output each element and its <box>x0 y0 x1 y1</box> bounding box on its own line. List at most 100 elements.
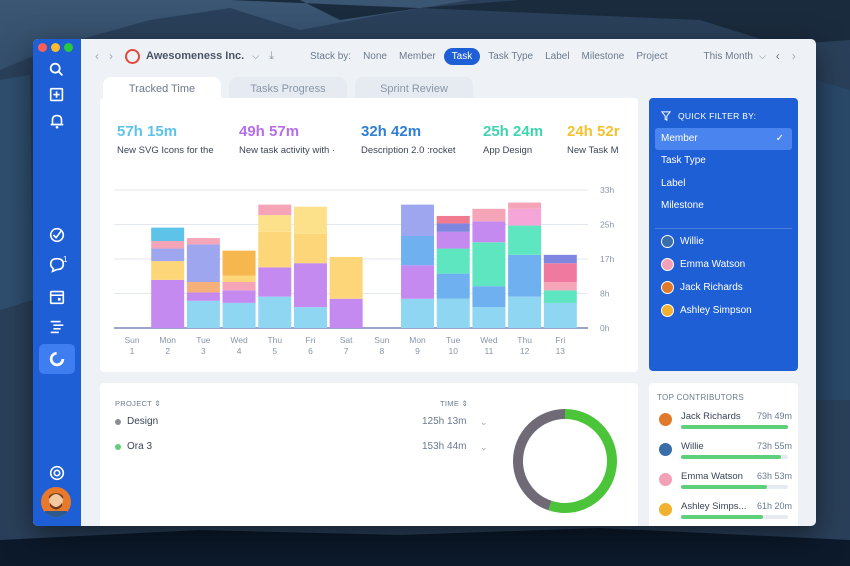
bar-segment[interactable] <box>222 282 256 291</box>
forward-arrow-icon[interactable]: › <box>109 49 113 63</box>
filter-option-label[interactable]: Label <box>661 178 686 189</box>
close-window-button[interactable] <box>38 43 47 52</box>
bar-segment[interactable] <box>293 307 327 328</box>
bar-segment[interactable] <box>472 307 506 328</box>
filter-option-member[interactable]: Member ✓ <box>655 128 792 150</box>
bar-segment[interactable] <box>222 302 256 328</box>
stack-option-task-type[interactable]: Task Type <box>488 50 534 62</box>
bar-segment[interactable] <box>222 290 256 303</box>
filter-member-item[interactable]: Ashley Simpson <box>661 304 752 317</box>
bar-segment[interactable] <box>436 273 470 299</box>
bar-segment[interactable] <box>329 298 363 328</box>
bar-segment[interactable] <box>543 282 577 291</box>
member-name: Emma Watson <box>680 259 746 270</box>
bar-segment[interactable] <box>401 204 435 236</box>
bar-segment[interactable] <box>222 250 256 276</box>
project-row[interactable]: Design <box>115 416 158 427</box>
prev-period-icon[interactable]: ‹ <box>775 49 780 63</box>
bar-segment[interactable] <box>186 282 220 293</box>
bar-segment[interactable] <box>293 233 327 264</box>
top-contributors-card: TOP CONTRIBUTORS Jack Richards 79h 49m Wil… <box>649 383 798 526</box>
bar-segment[interactable] <box>258 215 292 232</box>
calendar-icon[interactable] <box>46 286 68 308</box>
user-avatar[interactable] <box>41 487 71 517</box>
help-icon[interactable] <box>46 462 68 484</box>
bar-segment[interactable] <box>472 221 506 243</box>
stack-option-task[interactable]: Task <box>443 47 481 65</box>
bar-segment[interactable] <box>401 265 435 299</box>
filter-option-milestone[interactable]: Milestone <box>661 200 704 211</box>
bar-segment[interactable] <box>543 263 577 282</box>
reports-icon[interactable] <box>46 348 68 370</box>
bar-segment[interactable] <box>401 298 435 328</box>
stack-option-project[interactable]: Project <box>636 50 668 62</box>
workspace-switcher[interactable]: Awesomeness Inc. ⌵ <box>125 48 259 64</box>
bar-segment[interactable] <box>508 225 542 255</box>
bar-segment[interactable] <box>151 279 185 328</box>
bar-segment[interactable] <box>472 242 506 287</box>
contributor-avatar <box>657 411 674 428</box>
bar-segment[interactable] <box>186 300 220 328</box>
bar-segment[interactable] <box>186 244 220 282</box>
bar-segment[interactable] <box>151 227 185 242</box>
period-select[interactable]: This Month <box>703 50 753 62</box>
chat-icon[interactable] <box>46 254 68 276</box>
filter-member-item[interactable]: Emma Watson <box>661 258 745 271</box>
project-row[interactable]: Ora 3 <box>115 441 152 452</box>
bar-segment[interactable] <box>401 236 435 266</box>
bar-segment[interactable] <box>258 296 292 328</box>
next-period-icon[interactable]: › <box>791 49 796 63</box>
back-arrow-icon[interactable]: ‹ <box>95 49 99 63</box>
filter-option-task-type[interactable]: Task Type <box>661 155 706 166</box>
expand-chevron-icon[interactable]: ⌄ <box>480 442 488 452</box>
bar-segment[interactable] <box>436 215 470 224</box>
bar-segment[interactable] <box>293 206 327 234</box>
bar-segment[interactable] <box>436 223 470 232</box>
bar-segment[interactable] <box>151 248 185 262</box>
stack-option-member[interactable]: Member <box>398 50 436 62</box>
contributor-progress-fill <box>681 485 767 489</box>
bar-segment[interactable] <box>329 256 363 299</box>
list-icon[interactable] <box>46 316 68 338</box>
stack-option-milestone[interactable]: Milestone <box>581 50 625 62</box>
donut-slice[interactable] <box>513 409 617 513</box>
minimize-window-button[interactable] <box>51 43 60 52</box>
bar-segment[interactable] <box>472 286 506 308</box>
stack-option-label[interactable]: Label <box>545 50 570 62</box>
y-tick-label: 0h <box>600 323 610 333</box>
contributor-time: 73h 55m <box>756 441 792 451</box>
bar-segment[interactable] <box>543 290 577 303</box>
check-circle-icon[interactable] <box>46 224 68 246</box>
time-column-header[interactable]: TIME ⇕ <box>440 399 469 408</box>
bell-icon[interactable] <box>46 110 68 132</box>
project-column-header[interactable]: PROJECT ⇕ <box>115 399 161 408</box>
bar-segment[interactable] <box>258 204 292 216</box>
bar-segment[interactable] <box>186 238 220 245</box>
bar-segment[interactable] <box>258 267 292 297</box>
expand-chevron-icon[interactable]: ⌄ <box>480 417 488 427</box>
bar-segment[interactable] <box>258 231 292 268</box>
bar-segment[interactable] <box>508 202 542 209</box>
bar-segment[interactable] <box>222 275 256 282</box>
member-avatar <box>661 304 674 317</box>
bar-segment[interactable] <box>543 302 577 328</box>
search-icon[interactable] <box>46 59 68 81</box>
bar-segment[interactable] <box>508 208 542 226</box>
bar-segment[interactable] <box>186 292 220 301</box>
bar-segment[interactable] <box>436 231 470 249</box>
filter-member-item[interactable]: Jack Richards <box>661 281 743 294</box>
maximize-window-button[interactable] <box>64 43 73 52</box>
bar-segment[interactable] <box>436 248 470 274</box>
bar-segment[interactable] <box>472 208 506 222</box>
bar-segment[interactable] <box>293 263 327 308</box>
filter-member-item[interactable]: Willie <box>661 235 704 248</box>
bar-segment[interactable] <box>151 261 185 280</box>
bar-segment[interactable] <box>508 296 542 328</box>
bar-segment[interactable] <box>436 298 470 328</box>
bar-segment[interactable] <box>151 241 185 249</box>
download-icon[interactable]: ⤓ <box>269 49 274 62</box>
stack-option-none[interactable]: None <box>363 50 387 62</box>
add-task-icon[interactable] <box>46 84 68 106</box>
bar-segment[interactable] <box>508 254 542 297</box>
bar-segment[interactable] <box>543 254 577 264</box>
